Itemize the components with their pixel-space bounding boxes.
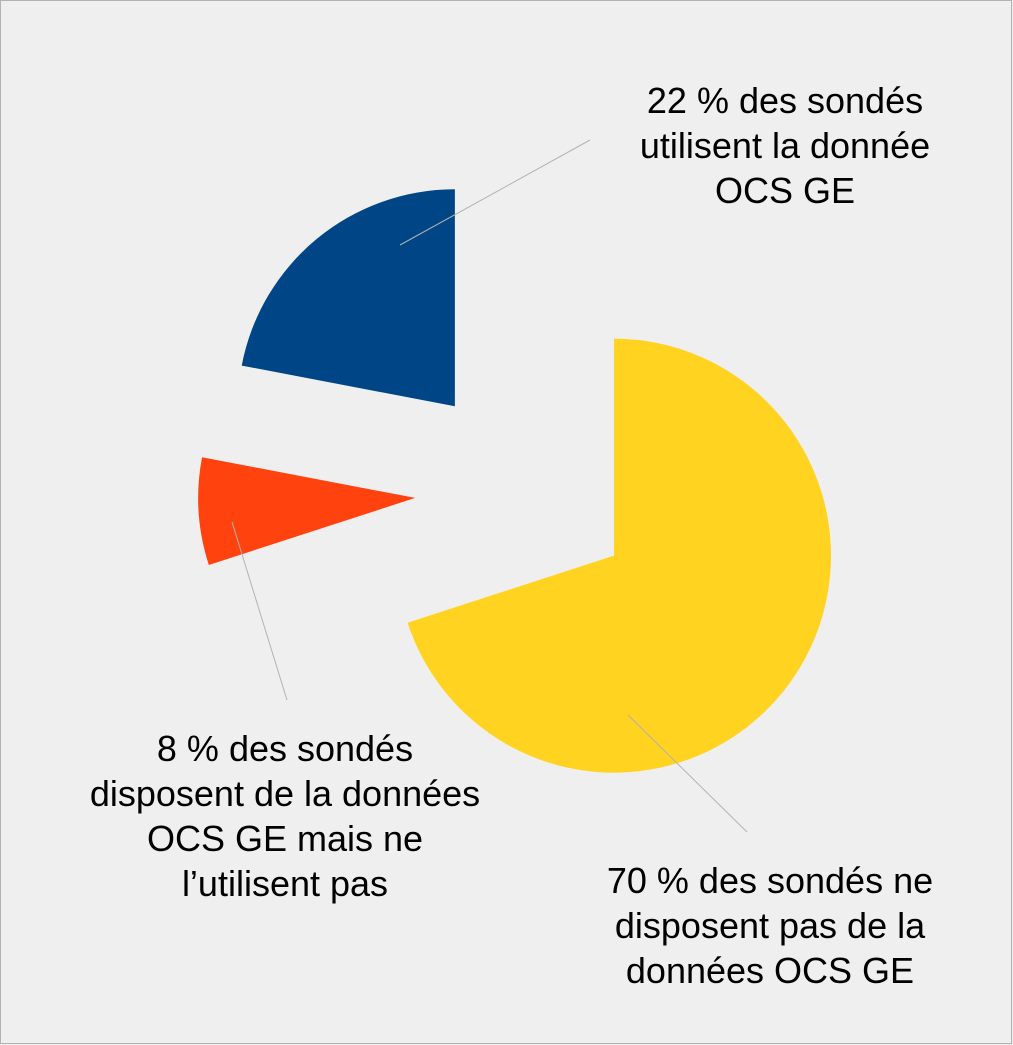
pie-slice (241, 189, 455, 407)
leader-line (627, 714, 748, 833)
slice-label: 70 % des sondés ne disposent pas de la d… (606, 860, 934, 991)
slice-label: 22 % des sondés utilisent la donnée OCS … (639, 80, 931, 211)
leader-line (399, 139, 591, 246)
pie-slice (407, 338, 831, 773)
slice-label: 8 % des sondés disposent de la données O… (89, 728, 481, 904)
leader-line (231, 521, 288, 701)
pie-slice (198, 457, 416, 565)
